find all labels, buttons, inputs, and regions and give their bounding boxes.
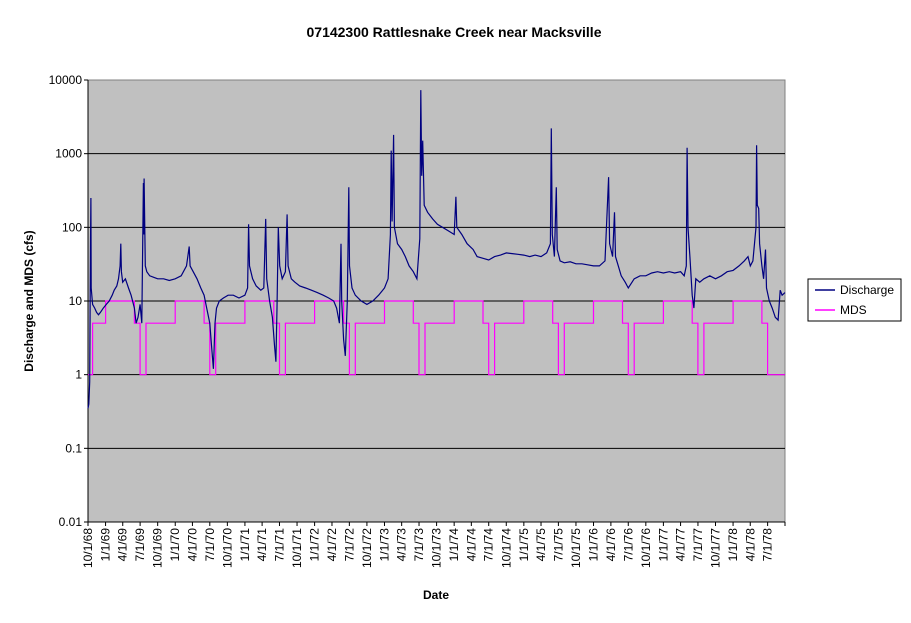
legend-label-mds: MDS [840,303,867,317]
x-tick-label: 4/1/69 [116,528,130,562]
x-tick-label: 10/1/68 [81,528,95,568]
x-tick-label: 4/1/72 [325,528,339,562]
x-tick-label: 10/1/77 [709,528,723,568]
x-tick-label: 10/1/76 [639,528,653,568]
chart-title: 07142300 Rattlesnake Creek near Macksvil… [307,24,602,40]
y-tick-label: 1 [75,368,82,382]
x-tick-label: 1/1/71 [238,528,252,562]
series-line-mds [88,300,785,376]
y-axis: 0.01 0.1 1 10 100 1000 10000 [49,73,89,529]
x-tick-label: 10/1/69 [151,528,165,568]
x-axis-title: Date [423,588,449,602]
x-tick-label: 7/1/73 [412,528,426,562]
x-axis: 10/1/68 1/1/69 4/1/69 7/1/69 10/1/69 1/1/70 4/… [81,521,786,568]
x-tick-label: 1/1/77 [656,528,670,562]
y-tick-label: 0.01 [59,515,83,529]
x-tick-label: 1/1/73 [377,528,391,562]
legend-box [807,278,902,322]
y-axis-title: Discharge and MDS (cfs) [22,230,36,371]
x-tick-label: 7/1/75 [551,528,565,562]
x-tick-label: 10/1/70 [220,528,234,568]
x-tick-label: 1/1/74 [447,528,461,562]
x-tick-label: 1/1/75 [517,528,531,562]
x-tick-label: 4/1/70 [185,528,199,562]
x-tick-label: 4/1/74 [464,528,478,562]
x-tick-label: 4/1/77 [674,528,688,562]
x-tick-label: 10/1/74 [499,528,513,568]
y-tick-label: 0.1 [65,441,82,455]
x-tick-label: 10/1/73 [430,528,444,568]
x-tick-label: 7/1/70 [203,528,217,562]
x-tick-label: 4/1/71 [255,528,269,562]
x-tick-label: 10/1/71 [290,528,304,568]
x-tick-label: 1/1/78 [726,528,740,562]
x-tick-label: 7/1/76 [621,528,635,562]
x-tick-label: 7/1/78 [761,528,775,562]
x-tick-label: 7/1/71 [272,528,286,562]
x-tick-label: 10/1/75 [569,528,583,568]
legend: Discharge MDS [807,278,902,322]
y-tick-label: 100 [62,220,82,234]
y-tick-label: 10000 [49,73,83,87]
y-tick-label: 10 [69,294,83,308]
series-line-discharge [87,90,786,409]
y-tick-label: 1000 [55,147,82,161]
x-tick-label: 10/1/72 [360,528,374,568]
x-tick-label: 1/1/70 [168,528,182,562]
x-tick-label: 7/1/77 [691,528,705,562]
x-tick-label: 1/1/76 [587,528,601,562]
x-tick-label: 4/1/75 [534,528,548,562]
x-tick-label: 1/1/69 [99,528,113,562]
legend-label-discharge: Discharge [840,283,894,297]
x-tick-label: 4/1/78 [743,528,757,562]
x-tick-label: 7/1/69 [133,528,147,562]
x-tick-label: 4/1/76 [604,528,618,562]
x-tick-label: 7/1/72 [342,528,356,562]
x-tick-label: 1/1/72 [308,528,322,562]
x-tick-label: 4/1/73 [395,528,409,562]
x-tick-label: 7/1/74 [482,528,496,562]
